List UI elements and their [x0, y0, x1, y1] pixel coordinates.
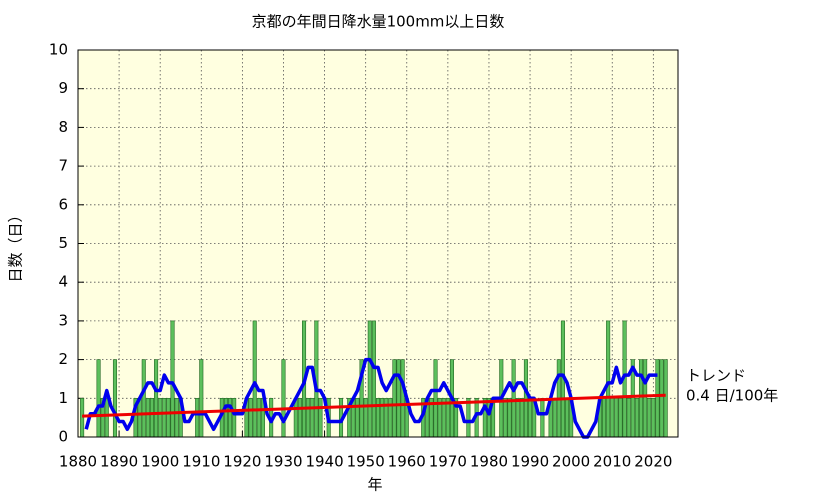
- bar: [540, 397, 545, 438]
- bar: [112, 359, 118, 438]
- bar: [80, 397, 85, 438]
- chart-title: 京都の年間日降水量100mm以上日数: [252, 13, 505, 31]
- y-tick-label: 1: [58, 389, 68, 407]
- bar: [433, 359, 438, 438]
- x-tick-label: 1900: [141, 453, 179, 471]
- y-tick-label: 5: [58, 234, 68, 252]
- bar: [606, 320, 611, 438]
- bar: [248, 397, 253, 438]
- bar: [466, 397, 471, 438]
- x-tick-label: 1950: [347, 453, 385, 471]
- bar: [528, 397, 533, 438]
- bar: [363, 397, 368, 438]
- x-tick-label: 2020: [634, 453, 672, 471]
- bar: [565, 397, 570, 438]
- x-tick-label: 2000: [552, 453, 590, 471]
- x-tick-label: 1920: [223, 453, 261, 471]
- bar: [371, 320, 376, 438]
- bar: [158, 397, 163, 438]
- bar: [392, 359, 397, 438]
- bar: [170, 320, 175, 438]
- bar: [515, 397, 520, 438]
- bar: [166, 397, 171, 438]
- bar: [659, 359, 664, 438]
- y-tick-label: 4: [58, 273, 68, 291]
- x-tick-label: 1910: [182, 453, 220, 471]
- x-tick-label: 1940: [305, 453, 343, 471]
- bar: [511, 359, 516, 438]
- moving-average-line: [84, 357, 658, 439]
- bar: [154, 359, 159, 438]
- bar: [195, 397, 200, 438]
- bar: [552, 397, 557, 438]
- bar: [318, 397, 323, 438]
- bar: [306, 397, 311, 438]
- bar: [643, 359, 648, 438]
- bar: [162, 397, 167, 438]
- bar: [104, 397, 109, 438]
- bar: [149, 397, 154, 438]
- x-tick-label: 1930: [264, 453, 302, 471]
- y-tick-label: 7: [58, 157, 68, 175]
- bar: [400, 359, 405, 438]
- bar: [297, 397, 302, 438]
- bar: [310, 397, 315, 438]
- bar: [281, 359, 286, 438]
- x-tick-label: 1990: [511, 453, 549, 471]
- bar: [252, 320, 257, 438]
- trend-line: [82, 393, 666, 418]
- y-tick-label: 3: [58, 311, 68, 329]
- x-tick-label: 1890: [100, 453, 138, 471]
- bar: [145, 397, 150, 438]
- y-tick-label: 6: [58, 195, 68, 213]
- bar: [96, 359, 101, 438]
- bar: [523, 359, 528, 438]
- y-axis-label: 日数（日）: [7, 207, 25, 282]
- x-tick-label: 1960: [388, 453, 426, 471]
- bar: [614, 397, 619, 438]
- bar: [367, 320, 372, 438]
- bar: [228, 397, 233, 438]
- bar: [651, 397, 656, 438]
- bar: [256, 397, 261, 438]
- bar: [232, 397, 237, 438]
- bar: [141, 359, 146, 438]
- bar: [634, 397, 639, 438]
- x-axis-label: 年: [367, 476, 382, 494]
- y-tick-label: 9: [58, 79, 68, 97]
- x-tick-label: 1970: [429, 453, 467, 471]
- y-tick-label: 10: [49, 41, 68, 59]
- x-tick-label: 1980: [470, 453, 508, 471]
- x-tick-label: 1880: [59, 453, 97, 471]
- bar: [663, 359, 668, 438]
- bar: [507, 397, 512, 438]
- bar: [503, 397, 508, 438]
- bar: [602, 397, 607, 438]
- x-tick-label: 2010: [593, 453, 631, 471]
- bar: [199, 359, 204, 438]
- bar: [618, 397, 623, 438]
- y-tick-label: 2: [58, 350, 68, 368]
- bar: [396, 359, 401, 438]
- bar: [223, 397, 228, 438]
- bar: [610, 397, 615, 438]
- bar: [519, 397, 524, 438]
- bar: [355, 397, 360, 438]
- bar: [174, 397, 179, 438]
- y-tick-label: 8: [58, 118, 68, 136]
- annotation: トレンド: [686, 367, 746, 385]
- bar: [626, 397, 631, 438]
- plot-frame: [77, 49, 679, 438]
- bar: [655, 359, 660, 438]
- annotation: 0.4 日/100年: [686, 387, 778, 405]
- bar: [638, 359, 644, 438]
- bar: [482, 397, 487, 438]
- y-tick-label: 0: [58, 428, 68, 446]
- bar: [647, 397, 652, 438]
